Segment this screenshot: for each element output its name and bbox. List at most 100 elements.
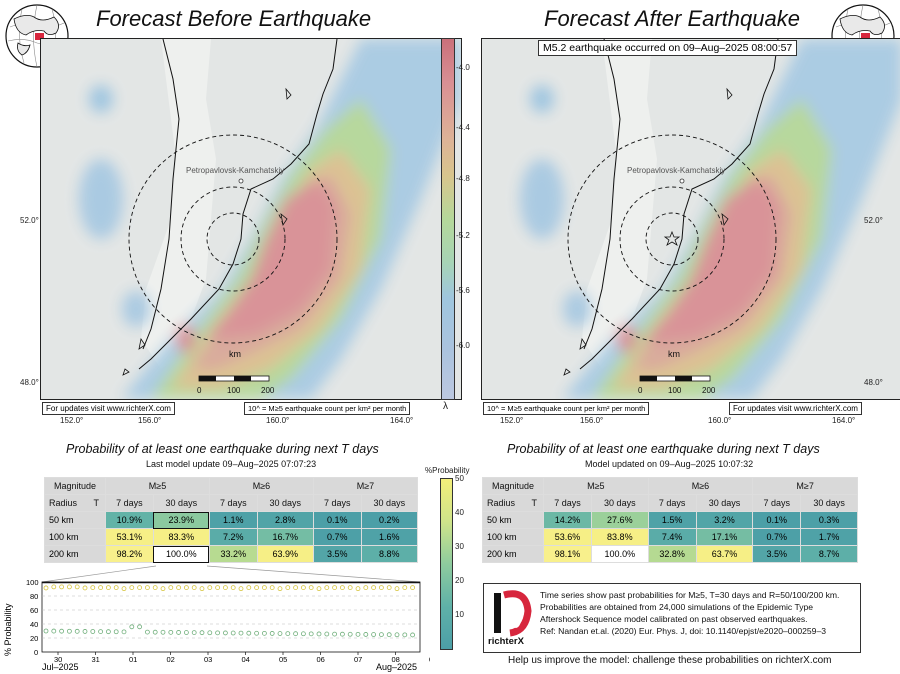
prob-tick-50: 50 bbox=[455, 474, 464, 483]
prob-cell: 53.1% bbox=[105, 528, 154, 546]
radius-label: 100 km bbox=[482, 528, 544, 546]
ts-point-r50 bbox=[137, 624, 143, 630]
ts-xtick: 02 bbox=[167, 655, 175, 664]
radius-label: 50 km bbox=[482, 511, 544, 529]
ref-line-2: Probabilities are obtained from 24,000 s… bbox=[540, 602, 814, 612]
hdr-30d-c: 30 days bbox=[360, 494, 419, 512]
ts-point-r200 bbox=[371, 585, 377, 591]
ts-point-r200 bbox=[121, 586, 127, 592]
ts-ytick-40: 40 bbox=[30, 620, 38, 629]
hdr-30d-a-r: 30 days bbox=[590, 494, 649, 512]
ts-ytick-100: 100 bbox=[26, 578, 39, 587]
updates-note-right: For updates visit www.richterX.com bbox=[729, 402, 862, 415]
ts-point-r50 bbox=[98, 629, 103, 634]
prob-cell: 98.1% bbox=[543, 545, 592, 563]
prob-tick-40: 40 bbox=[455, 508, 464, 517]
ts-point-r50 bbox=[90, 629, 96, 634]
ts-month-right: Aug–2025 bbox=[376, 662, 417, 672]
table-row: 100 km 53.6% 83.8% 7.4% 17.1% 0.7% 1.7% bbox=[482, 528, 858, 546]
ref-line-4: Ref: Nandan et.al. (2020) Eur. Phys. J, … bbox=[540, 626, 827, 636]
prob-tick-20: 20 bbox=[455, 576, 464, 585]
scale-unit-right: km bbox=[668, 349, 680, 359]
hdr-7d-a-r: 7 days bbox=[543, 494, 592, 512]
ts-xtick: 31 bbox=[92, 655, 100, 664]
ts-point-r200 bbox=[160, 586, 166, 592]
scale-0-left: 0 bbox=[197, 386, 202, 395]
legend-note-left: 10^ = M≥5 earthquake count per km² per m… bbox=[244, 402, 411, 415]
prob-cell: 32.8% bbox=[647, 545, 697, 563]
help-text[interactable]: Help us improve the model: challenge the… bbox=[508, 655, 832, 666]
cbar-tick-3: -4.8 bbox=[456, 174, 470, 183]
ts-point-r200 bbox=[277, 586, 283, 592]
lat-48-left: 48.0° bbox=[20, 378, 39, 387]
ts-point-r200 bbox=[410, 585, 416, 591]
timeseries-chart: 100 80 60 40 20 0 % Probability 30 31 01 02… bbox=[3, 565, 430, 672]
ts-point-r50 bbox=[277, 631, 283, 636]
prob-cell: 63.9% bbox=[256, 545, 314, 563]
ts-point-r50 bbox=[355, 631, 361, 637]
table-row: 200 km 98.1% 100.0% 32.8% 63.7% 3.5% 8.7% bbox=[482, 545, 858, 563]
ts-point-r50 bbox=[410, 632, 416, 638]
table-row: 200 km 98.2% 100.0% 33.2% 63.9% 3.5% 8.8% bbox=[44, 545, 419, 563]
ts-point-r50 bbox=[293, 631, 299, 637]
ts-point-r200 bbox=[316, 586, 322, 592]
ts-xtick: 03 bbox=[204, 655, 212, 664]
cbar-tick-5: -5.6 bbox=[456, 286, 470, 295]
ts-point-r50 bbox=[238, 630, 244, 636]
hdr-30d-c-r: 30 days bbox=[800, 494, 858, 512]
lon-160-left: 160.0° bbox=[266, 416, 290, 425]
ts-point-r50 bbox=[67, 628, 72, 634]
prob-cell: 3.5% bbox=[312, 545, 362, 563]
ts-point-r200 bbox=[402, 585, 408, 591]
hdr-magnitude-r: Magnitude bbox=[482, 477, 544, 495]
ts-point-r50 bbox=[191, 630, 197, 635]
hdr-7d-c-r: 7 days bbox=[752, 494, 802, 512]
event-label: M5.2 earthquake occurred on 09–Aug–2025 … bbox=[538, 40, 798, 56]
ts-point-r200 bbox=[74, 584, 80, 590]
ts-point-r200 bbox=[238, 586, 244, 592]
ts-point-r200 bbox=[152, 585, 158, 591]
ref-line-3: Aftershock Sequence model calibrated on … bbox=[540, 614, 808, 624]
ts-point-r200 bbox=[230, 585, 236, 591]
radius-label: 200 km bbox=[482, 545, 544, 563]
ts-point-r50 bbox=[316, 631, 322, 637]
prob-colorbar bbox=[440, 478, 453, 650]
ts-point-r50 bbox=[332, 631, 338, 637]
ts-ytick-20: 20 bbox=[30, 634, 38, 643]
left-title: Forecast Before Earthquake bbox=[96, 6, 372, 31]
ts-point-r200 bbox=[293, 585, 299, 591]
ts-point-r200 bbox=[98, 585, 103, 591]
ts-point-r200 bbox=[176, 585, 182, 591]
ts-point-r200 bbox=[394, 586, 400, 592]
ts-point-r200 bbox=[332, 585, 338, 591]
hdr-30d-a: 30 days bbox=[152, 494, 210, 512]
radius-label: 200 km bbox=[44, 545, 106, 563]
right-table-title: Probability of at least one earthquake d… bbox=[507, 442, 820, 456]
ts-point-r50 bbox=[339, 631, 345, 637]
hdr-30d-b: 30 days bbox=[256, 494, 314, 512]
prob-cell: 0.7% bbox=[312, 528, 362, 546]
left-table-subtitle: Last model update 09–Aug–2025 07:07:23 bbox=[146, 459, 317, 469]
prob-cell: 7.2% bbox=[208, 528, 258, 546]
epicenter-star-icon bbox=[663, 230, 681, 246]
prob-cell: 8.8% bbox=[360, 545, 419, 563]
reference-box: richterX Time series show past probabili… bbox=[483, 583, 861, 653]
ts-point-r200 bbox=[215, 585, 221, 591]
hdr-m7: M≥7 bbox=[312, 477, 419, 495]
cbar-tick-2: -4.4 bbox=[456, 123, 470, 132]
ts-point-r50 bbox=[324, 631, 330, 637]
ts-point-r200 bbox=[378, 585, 384, 591]
prob-cell: 8.7% bbox=[800, 545, 858, 563]
hdr-radius-r: Radius bbox=[487, 498, 516, 508]
ts-point-r200 bbox=[261, 585, 267, 591]
city-label-right: Petropavlovsk-Kamchatskiy bbox=[627, 166, 725, 175]
lat-52-left: 52.0° bbox=[20, 216, 39, 225]
ts-point-r50 bbox=[113, 629, 119, 635]
ts-point-r50 bbox=[168, 629, 174, 635]
ts-point-r50 bbox=[386, 632, 392, 638]
ts-point-r50 bbox=[378, 632, 384, 638]
ts-point-r50 bbox=[394, 632, 400, 638]
lambda-colorbar bbox=[441, 38, 455, 400]
prob-cell: 98.2% bbox=[105, 545, 154, 563]
ts-point-r50 bbox=[222, 630, 228, 636]
